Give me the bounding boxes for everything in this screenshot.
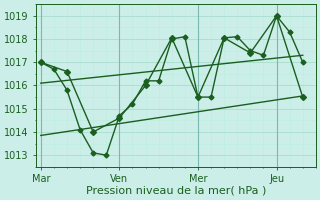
X-axis label: Pression niveau de la mer( hPa ): Pression niveau de la mer( hPa ): [86, 186, 266, 196]
